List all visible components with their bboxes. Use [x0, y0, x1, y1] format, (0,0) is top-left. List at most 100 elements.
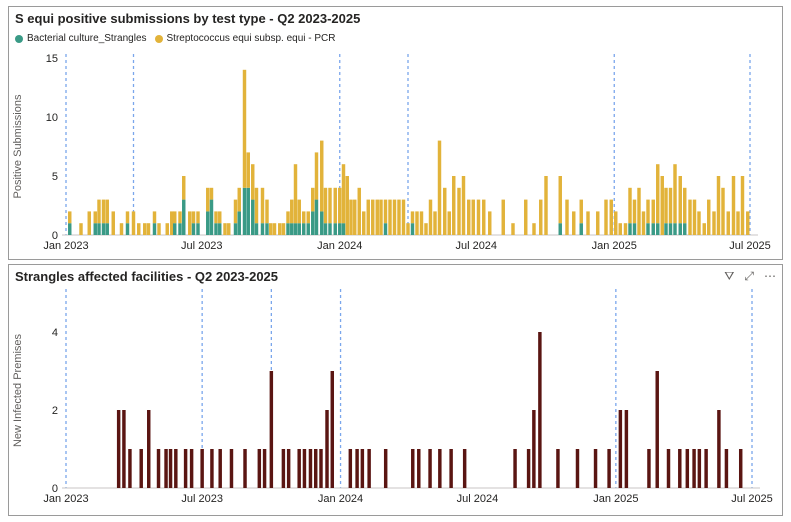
bar-segment	[596, 211, 600, 235]
bar	[147, 410, 151, 488]
bar-segment	[125, 211, 130, 224]
bar-segment	[375, 199, 379, 235]
bar-segment	[297, 223, 301, 235]
bar	[139, 449, 143, 488]
bar	[678, 449, 682, 488]
facilities-chart-panel: Strangles affected facilities - Q2 2023-…	[8, 264, 783, 516]
bar-segment	[437, 140, 442, 235]
bar-segment	[320, 211, 324, 235]
legend-color-dot	[15, 34, 23, 43]
bar-segment	[618, 223, 622, 235]
bar	[229, 449, 234, 488]
x-tick-label: Jan 2024	[317, 240, 362, 252]
bar-segment	[349, 199, 353, 235]
bar	[210, 449, 214, 488]
bar-segment	[646, 199, 650, 224]
bar-segment	[651, 199, 655, 224]
bar-segment	[424, 223, 428, 235]
bar	[302, 449, 307, 488]
bar	[575, 449, 580, 488]
bar-segment	[664, 187, 668, 224]
bar-segment	[707, 199, 711, 235]
visual-header-toolbar: ⛛ ⤢ ⋯	[724, 269, 776, 284]
bar	[704, 449, 708, 488]
bar-segment	[410, 211, 415, 224]
bar-segment	[697, 211, 701, 235]
bar-segment	[673, 164, 677, 224]
bar-segment	[565, 199, 569, 235]
bar-segment	[93, 223, 97, 235]
bar-segment	[716, 176, 721, 235]
bar-segment	[233, 223, 238, 235]
bar-segment	[632, 223, 637, 235]
bar	[513, 449, 517, 488]
bar	[116, 410, 121, 488]
bar-segment	[265, 199, 269, 224]
bar-segment	[646, 223, 650, 235]
bar-segment	[476, 199, 481, 235]
bar	[308, 449, 313, 488]
legend-item-bacterial-culture[interactable]: Bacterial culture_Strangles	[15, 33, 147, 44]
bar-segment	[544, 176, 548, 235]
bar	[647, 449, 651, 488]
bar	[313, 449, 318, 488]
bar-segment	[401, 199, 406, 235]
bar-segment	[388, 199, 392, 235]
bar	[717, 410, 721, 488]
bar-segment	[683, 187, 687, 224]
bar-segment	[311, 187, 315, 212]
bar-segment	[433, 211, 437, 235]
bar-segment	[678, 223, 682, 235]
bar-segment	[333, 223, 337, 235]
bar-segment	[281, 223, 286, 235]
bar-segment	[511, 223, 515, 235]
bar-segment	[572, 211, 576, 235]
bar-segment	[293, 164, 298, 224]
bar-segment	[366, 199, 370, 235]
bar	[593, 449, 598, 488]
legend-item-pcr[interactable]: Streptococcus equi subsp. equi - PCR	[154, 33, 336, 44]
bar-segment	[641, 211, 646, 235]
bar-segment	[233, 199, 238, 224]
bar-segment	[357, 187, 361, 235]
bar-segment	[320, 140, 324, 212]
bar	[286, 449, 291, 488]
bar-segment	[209, 199, 214, 235]
bar-segment	[79, 223, 83, 235]
bar-segment	[218, 223, 222, 235]
legend-label: Bacterial culture_Strangles	[27, 33, 147, 44]
bar-segment	[379, 199, 383, 235]
bar-segment	[586, 211, 590, 235]
bar	[281, 449, 286, 488]
bar-segment	[660, 176, 664, 235]
bar-segment	[314, 199, 319, 235]
bar-segment	[188, 211, 192, 235]
bar-segment	[206, 187, 210, 212]
bar-segment	[628, 187, 632, 224]
bar-segment	[628, 223, 632, 235]
bar-segment	[673, 223, 677, 235]
bar-segment	[488, 211, 492, 235]
bar-segment	[196, 223, 200, 235]
bar-segment	[254, 187, 259, 224]
y-tick-label: 4	[52, 327, 58, 339]
more-options-icon[interactable]: ⋯	[764, 269, 776, 283]
bar-segment	[196, 211, 200, 224]
bar-segment	[532, 223, 536, 235]
bar-segment	[558, 176, 562, 224]
bar	[618, 410, 623, 488]
bar-segment	[692, 199, 697, 235]
filter-icon[interactable]: ⛛	[724, 269, 735, 283]
bar-segment	[579, 199, 583, 224]
bar-segment	[146, 223, 151, 235]
submissions-bar-chart: 0 5 10 15 Jan 2023 Jul 2023 Jan 2024 Jul 2024 Ja…	[12, 53, 771, 252]
focus-mode-icon[interactable]: ⤢	[744, 269, 754, 283]
bar	[655, 371, 659, 488]
bar-segment	[131, 211, 136, 235]
bar	[685, 449, 690, 488]
bar-segment	[246, 152, 250, 188]
bar	[462, 449, 467, 488]
bar-segment	[392, 199, 397, 235]
bar-segment	[746, 211, 750, 235]
legend-label: Streptococcus equi subsp. equi - PCR	[166, 33, 336, 44]
